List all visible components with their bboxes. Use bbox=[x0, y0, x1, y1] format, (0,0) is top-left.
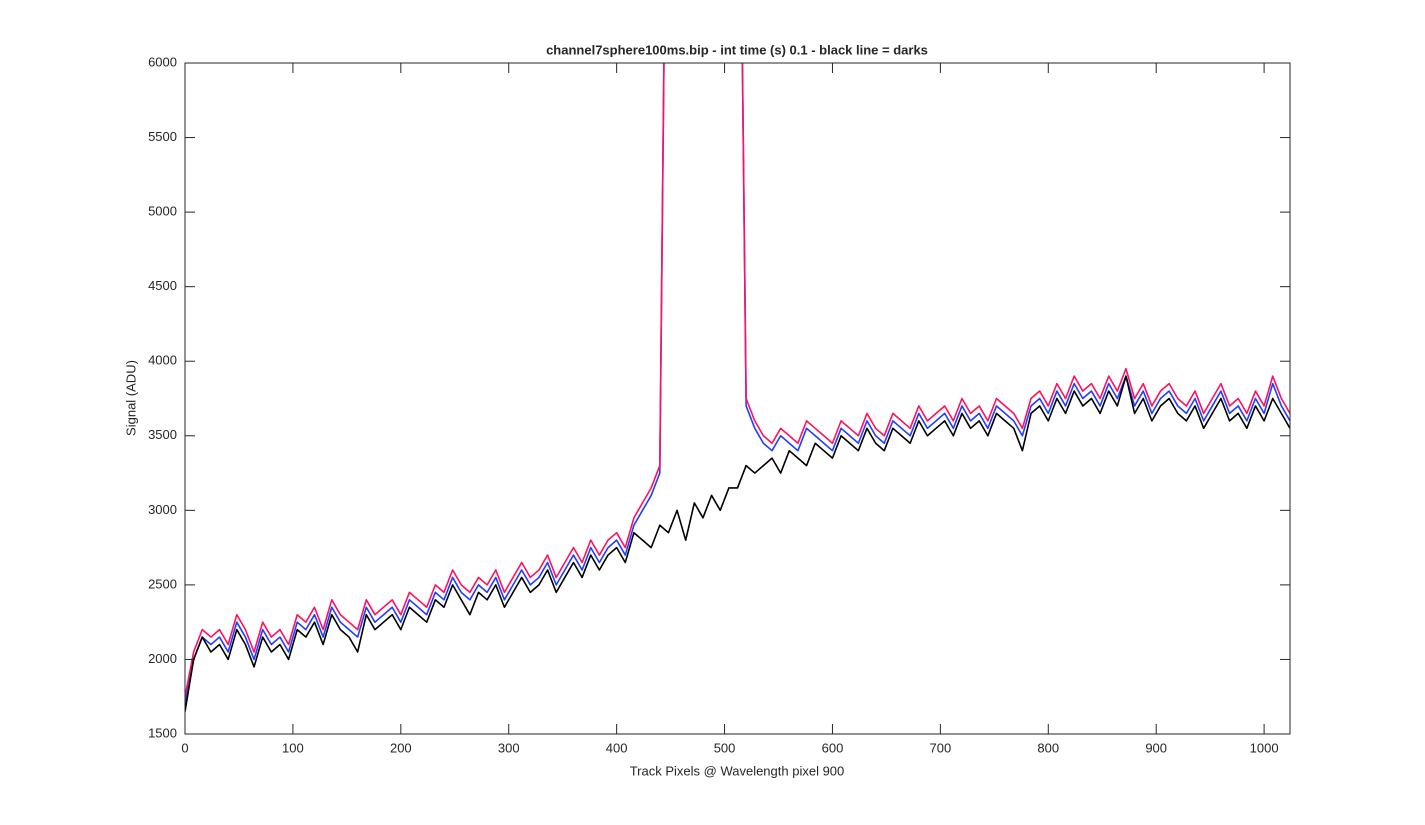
plot-area bbox=[185, 63, 1290, 734]
y-tick-label: 4000 bbox=[148, 353, 177, 368]
x-tick-label: 600 bbox=[822, 740, 844, 755]
y-axis-label: Signal (ADU) bbox=[123, 360, 138, 436]
lines bbox=[185, 63, 1290, 712]
x-tick-label: 700 bbox=[930, 740, 952, 755]
x-tick-label: 1000 bbox=[1250, 740, 1279, 755]
y-tick-label: 3000 bbox=[148, 502, 177, 517]
x-tick-label: 500 bbox=[714, 740, 736, 755]
y-tick-label: 2000 bbox=[148, 651, 177, 666]
x-tick-label: 0 bbox=[181, 740, 188, 755]
x-tick-label: 400 bbox=[606, 740, 628, 755]
chart-title: channel7sphere100ms.bip - int time (s) 0… bbox=[546, 42, 928, 57]
x-tick-label: 800 bbox=[1037, 740, 1059, 755]
y-tick-label: 5000 bbox=[148, 204, 177, 219]
y-tick-label: 5500 bbox=[148, 129, 177, 144]
y-tick-label: 2500 bbox=[148, 576, 177, 591]
axes-box bbox=[184, 62, 1291, 735]
x-tick-label: 900 bbox=[1145, 740, 1167, 755]
y-tick-label: 6000 bbox=[148, 54, 177, 69]
data-line bbox=[185, 63, 1290, 697]
data-line bbox=[185, 63, 1290, 705]
data-line bbox=[185, 375, 1290, 712]
x-tick-label: 300 bbox=[498, 740, 520, 755]
x-tick-label: 100 bbox=[282, 740, 304, 755]
y-tick-label: 3500 bbox=[148, 427, 177, 442]
x-tick-label: 200 bbox=[390, 740, 412, 755]
x-axis-label: Track Pixels @ Wavelength pixel 900 bbox=[630, 763, 845, 778]
y-tick-label: 4500 bbox=[148, 278, 177, 293]
y-tick-label: 1500 bbox=[148, 725, 177, 740]
